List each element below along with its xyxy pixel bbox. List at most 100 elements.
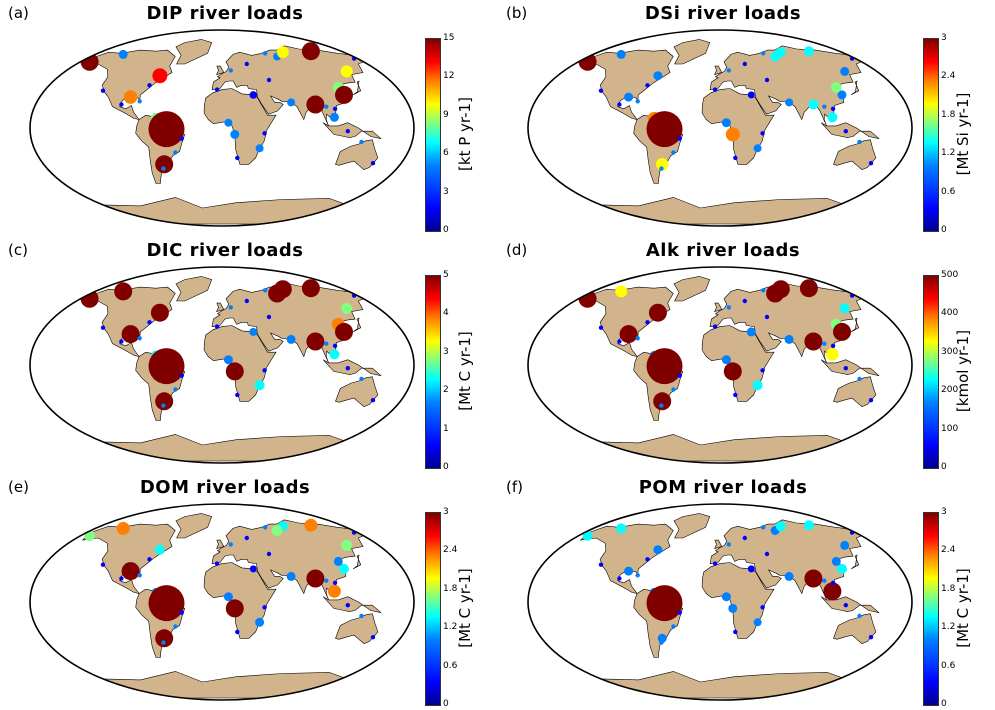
river-marker-niger bbox=[721, 592, 731, 602]
land-greenland bbox=[175, 276, 213, 302]
colorbar-tick-label: 0 bbox=[941, 225, 947, 235]
small-river-marker bbox=[147, 83, 152, 88]
small-river-marker bbox=[868, 635, 874, 640]
small-river-marker bbox=[742, 61, 747, 67]
river-marker-yukon bbox=[80, 52, 99, 71]
river-marker-yukon bbox=[80, 289, 99, 308]
small-river-marker bbox=[843, 129, 848, 134]
land-greenland bbox=[673, 39, 711, 65]
small-river-marker bbox=[266, 551, 272, 557]
panel-letter: (f) bbox=[506, 478, 523, 496]
colorbar-tick-label: 15 bbox=[443, 33, 455, 43]
land-indonesia bbox=[322, 359, 382, 376]
small-river-marker bbox=[179, 610, 184, 615]
world-map bbox=[527, 503, 913, 701]
colorbar-tick-label: 12 bbox=[443, 71, 455, 82]
small-river-marker bbox=[598, 562, 604, 567]
land-antarctica bbox=[96, 671, 348, 699]
river-marker-parana bbox=[657, 633, 667, 643]
land-uk bbox=[714, 302, 723, 313]
world-map bbox=[527, 266, 913, 464]
land-uk bbox=[714, 65, 723, 76]
river-marker-lena bbox=[301, 279, 320, 298]
small-river-marker bbox=[671, 150, 676, 155]
small-river-marker bbox=[671, 387, 676, 392]
small-river-marker bbox=[617, 339, 622, 344]
river-marker-mekong bbox=[329, 112, 339, 122]
small-river-marker bbox=[857, 139, 862, 145]
small-river-marker bbox=[332, 580, 338, 585]
small-river-marker bbox=[659, 403, 664, 408]
panel-letter: (a) bbox=[8, 4, 29, 22]
panel-title: POM river loads bbox=[638, 477, 808, 498]
river-marker-congo bbox=[230, 129, 240, 139]
map-border bbox=[29, 503, 415, 701]
river-marker-zambezi bbox=[255, 144, 264, 153]
river-marker-indus bbox=[286, 571, 296, 581]
colorbar-tick-label: 1.2 bbox=[941, 148, 956, 159]
map-border bbox=[29, 266, 415, 464]
land-antarctica bbox=[96, 434, 348, 462]
colorbar-tick-label: 1.8 bbox=[941, 109, 956, 120]
small-river-marker bbox=[712, 324, 718, 329]
colorbar-unit-text: [Mt C yr-1] bbox=[954, 568, 972, 648]
colorbar-tick-label: 3 bbox=[941, 507, 947, 517]
small-river-marker bbox=[830, 343, 836, 348]
colorbar-unit-text: [Mt C yr-1] bbox=[456, 331, 474, 411]
river-marker-yenisei bbox=[276, 46, 289, 59]
land-antarctica bbox=[594, 197, 846, 225]
river-marker-parana bbox=[155, 629, 174, 648]
land-japan bbox=[850, 317, 860, 333]
colorbar bbox=[425, 512, 441, 706]
river-marker-amur bbox=[839, 303, 850, 314]
small-river-marker bbox=[262, 368, 267, 373]
colorbar-tick-label: 3 bbox=[443, 507, 449, 517]
small-river-marker bbox=[822, 104, 827, 109]
land-antarctica bbox=[594, 671, 846, 699]
colorbar-unit-text: [Mt Si yr-1] bbox=[954, 92, 972, 176]
river-marker-st-lawrence bbox=[152, 68, 168, 84]
small-river-marker bbox=[733, 629, 738, 635]
small-river-marker bbox=[173, 624, 178, 629]
colorbar-tick-label: 1 bbox=[443, 423, 449, 434]
small-river-marker bbox=[617, 102, 622, 107]
river-marker-nile bbox=[249, 91, 258, 99]
river-marker-mackenzie bbox=[114, 282, 133, 301]
map-border bbox=[527, 29, 913, 227]
colorbar-tick-label: 2.4 bbox=[941, 71, 956, 82]
panel-b: (b) DSi river loads 3 2.4 1.8 1.2 0.6 0 [Mt Si y… bbox=[498, 0, 995, 236]
small-river-marker bbox=[244, 535, 249, 541]
small-river-marker bbox=[345, 129, 350, 134]
small-river-marker bbox=[857, 613, 862, 619]
panel-e: (e) DOM river loads 3 2.4 1.8 1.2 0.6 0 [Mt C yr… bbox=[0, 474, 497, 710]
small-river-marker bbox=[332, 106, 338, 112]
small-river-marker bbox=[761, 525, 766, 530]
river-marker-nile bbox=[747, 565, 755, 573]
small-river-marker bbox=[137, 336, 142, 341]
river-marker-huang-he bbox=[333, 556, 343, 566]
colorbar-tick-label: 0.6 bbox=[443, 660, 458, 671]
river-marker-congo bbox=[728, 603, 738, 613]
river-marker-amazon bbox=[148, 585, 185, 622]
river-marker-st-lawrence bbox=[653, 545, 663, 555]
small-river-marker bbox=[764, 551, 770, 557]
small-river-marker bbox=[635, 573, 640, 578]
small-river-marker bbox=[324, 104, 329, 109]
panel-d: (d) Alk river loads 500 400 300 200 100 0 [kmol … bbox=[498, 237, 995, 473]
river-marker-indus bbox=[286, 334, 296, 344]
river-marker-st-lawrence bbox=[154, 544, 165, 555]
small-river-marker bbox=[761, 51, 766, 56]
small-river-marker bbox=[266, 77, 272, 83]
river-marker-indus bbox=[287, 98, 296, 107]
panel-title: Alk river loads bbox=[645, 240, 801, 261]
river-marker-amur bbox=[840, 540, 850, 550]
world-map bbox=[29, 29, 415, 227]
panel-c: (c) DIC river loads 5 4 3 2 1 0 [Mt C yr-1] bbox=[0, 237, 497, 473]
small-river-marker bbox=[726, 542, 731, 547]
small-river-marker bbox=[712, 561, 718, 566]
small-river-marker bbox=[214, 561, 220, 566]
small-river-marker bbox=[635, 99, 640, 104]
river-marker-ganges bbox=[804, 569, 823, 588]
panel-f: (f) POM river loads 3 2.4 1.8 1.2 0.6 0 [Mt C yr… bbox=[498, 474, 995, 710]
river-marker-lena bbox=[301, 42, 320, 61]
